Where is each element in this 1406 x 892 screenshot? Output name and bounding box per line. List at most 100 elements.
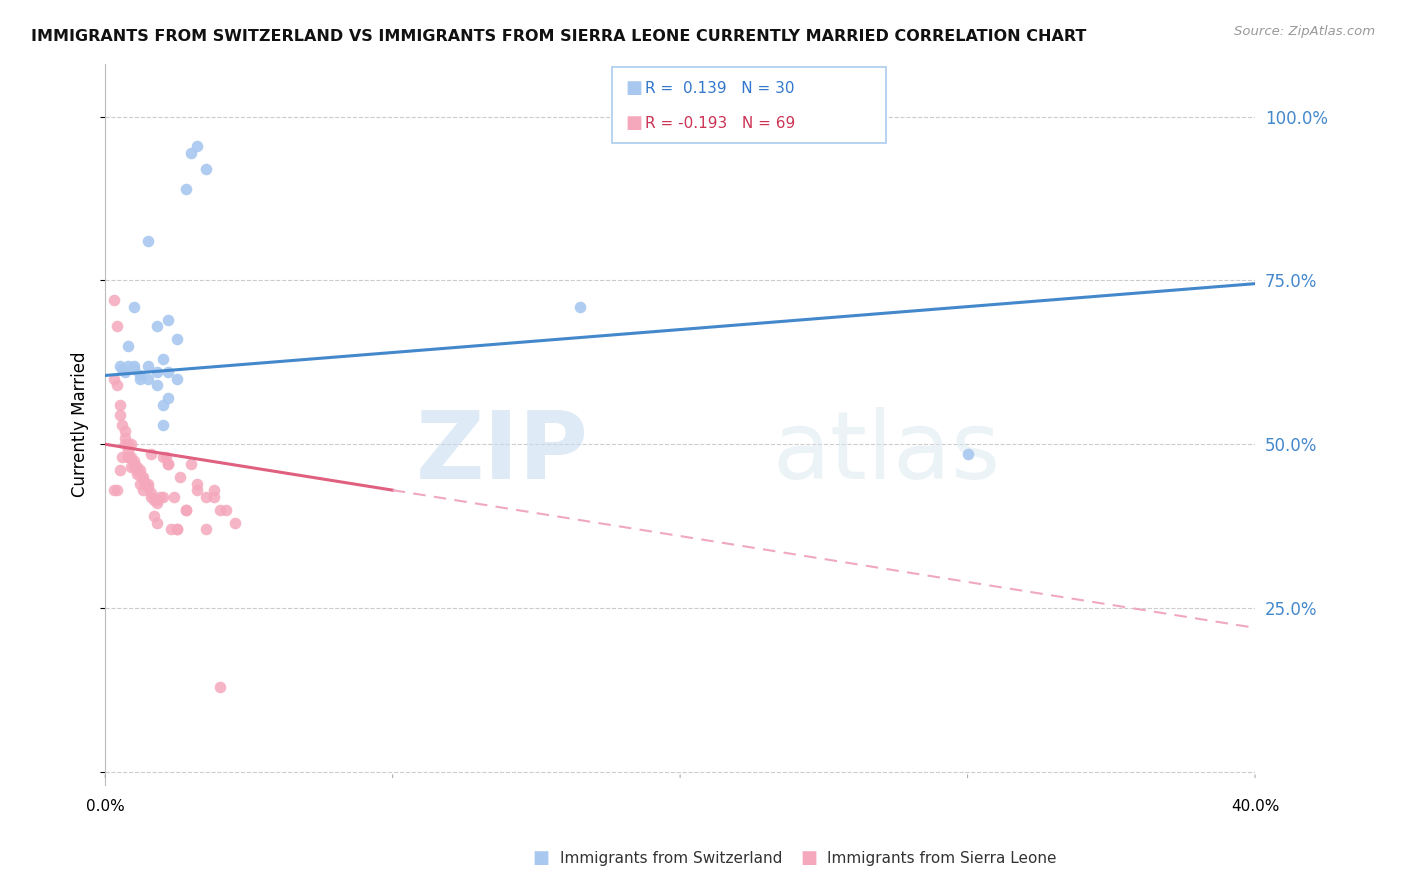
Point: [204, 483, 226, 498]
Point: [134, 476, 156, 491]
Text: 40.0%: 40.0%: [1230, 799, 1279, 814]
Point: [204, 490, 226, 504]
Text: ZIP: ZIP: [415, 408, 588, 500]
Point: [194, 490, 217, 504]
Y-axis label: Currently Married: Currently Married: [72, 351, 89, 498]
Point: [209, 503, 232, 517]
Point: [152, 398, 174, 412]
Point: [152, 352, 174, 367]
Point: [108, 408, 131, 422]
Point: [141, 447, 163, 461]
Point: [215, 503, 238, 517]
Point: [128, 368, 150, 383]
Point: [146, 378, 169, 392]
Point: [186, 139, 208, 153]
Point: [166, 523, 188, 537]
Text: R = -0.193   N = 69: R = -0.193 N = 69: [645, 115, 796, 130]
Point: [125, 467, 148, 481]
Text: IMMIGRANTS FROM SWITZERLAND VS IMMIGRANTS FROM SIERRA LEONE CURRENTLY MARRIED CO: IMMIGRANTS FROM SWITZERLAND VS IMMIGRANT…: [31, 29, 1087, 44]
Point: [105, 483, 128, 498]
Point: [117, 359, 139, 373]
Point: [122, 460, 145, 475]
Point: [114, 424, 136, 438]
Point: [166, 332, 188, 346]
Point: [120, 437, 142, 451]
Point: [224, 516, 246, 530]
Text: Immigrants from Switzerland: Immigrants from Switzerland: [560, 851, 782, 865]
Point: [131, 470, 153, 484]
Text: ■: ■: [533, 849, 550, 867]
Point: [149, 490, 172, 504]
Point: [117, 437, 139, 451]
Point: [160, 523, 183, 537]
Point: [122, 359, 145, 373]
Point: [146, 516, 169, 530]
Point: [209, 680, 232, 694]
Point: [157, 392, 180, 406]
Point: [122, 300, 145, 314]
Point: [146, 496, 169, 510]
Text: ■: ■: [626, 114, 643, 132]
Point: [143, 509, 166, 524]
Text: ■: ■: [800, 849, 817, 867]
Point: [166, 372, 188, 386]
Point: [141, 486, 163, 500]
Point: [117, 339, 139, 353]
Point: [136, 372, 159, 386]
Point: [114, 365, 136, 379]
Point: [111, 362, 134, 376]
Point: [105, 378, 128, 392]
Point: [186, 483, 208, 498]
Point: [136, 476, 159, 491]
Point: [128, 372, 150, 386]
Point: [157, 457, 180, 471]
Point: [568, 300, 591, 314]
Point: [105, 319, 128, 334]
Point: [174, 503, 197, 517]
Point: [146, 319, 169, 334]
Point: [157, 365, 180, 379]
Point: [180, 457, 202, 471]
Point: [152, 450, 174, 465]
Point: [120, 450, 142, 465]
Point: [136, 234, 159, 248]
Point: [128, 467, 150, 481]
Point: [174, 503, 197, 517]
Point: [103, 372, 125, 386]
Point: [155, 450, 177, 465]
Point: [111, 417, 134, 432]
Point: [117, 450, 139, 465]
Text: Source: ZipAtlas.com: Source: ZipAtlas.com: [1234, 25, 1375, 38]
Text: atlas: atlas: [772, 408, 1000, 500]
Point: [157, 457, 180, 471]
Point: [108, 359, 131, 373]
Point: [194, 161, 217, 176]
Point: [136, 359, 159, 373]
Point: [152, 417, 174, 432]
Point: [117, 450, 139, 465]
Point: [111, 450, 134, 465]
Point: [146, 493, 169, 508]
Point: [125, 463, 148, 477]
Point: [122, 453, 145, 467]
Text: 0.0%: 0.0%: [86, 799, 125, 814]
Point: [122, 457, 145, 471]
Point: [152, 490, 174, 504]
Point: [120, 460, 142, 475]
Point: [131, 483, 153, 498]
Point: [174, 181, 197, 195]
Point: [169, 470, 191, 484]
Point: [108, 398, 131, 412]
Point: [114, 437, 136, 451]
Point: [108, 463, 131, 477]
Point: [131, 473, 153, 487]
Point: [194, 523, 217, 537]
Text: R =  0.139   N = 30: R = 0.139 N = 30: [645, 80, 794, 95]
Point: [166, 523, 188, 537]
Point: [136, 480, 159, 494]
Point: [163, 490, 186, 504]
Text: ■: ■: [626, 79, 643, 97]
Point: [143, 493, 166, 508]
Point: [103, 483, 125, 498]
Point: [180, 145, 202, 160]
